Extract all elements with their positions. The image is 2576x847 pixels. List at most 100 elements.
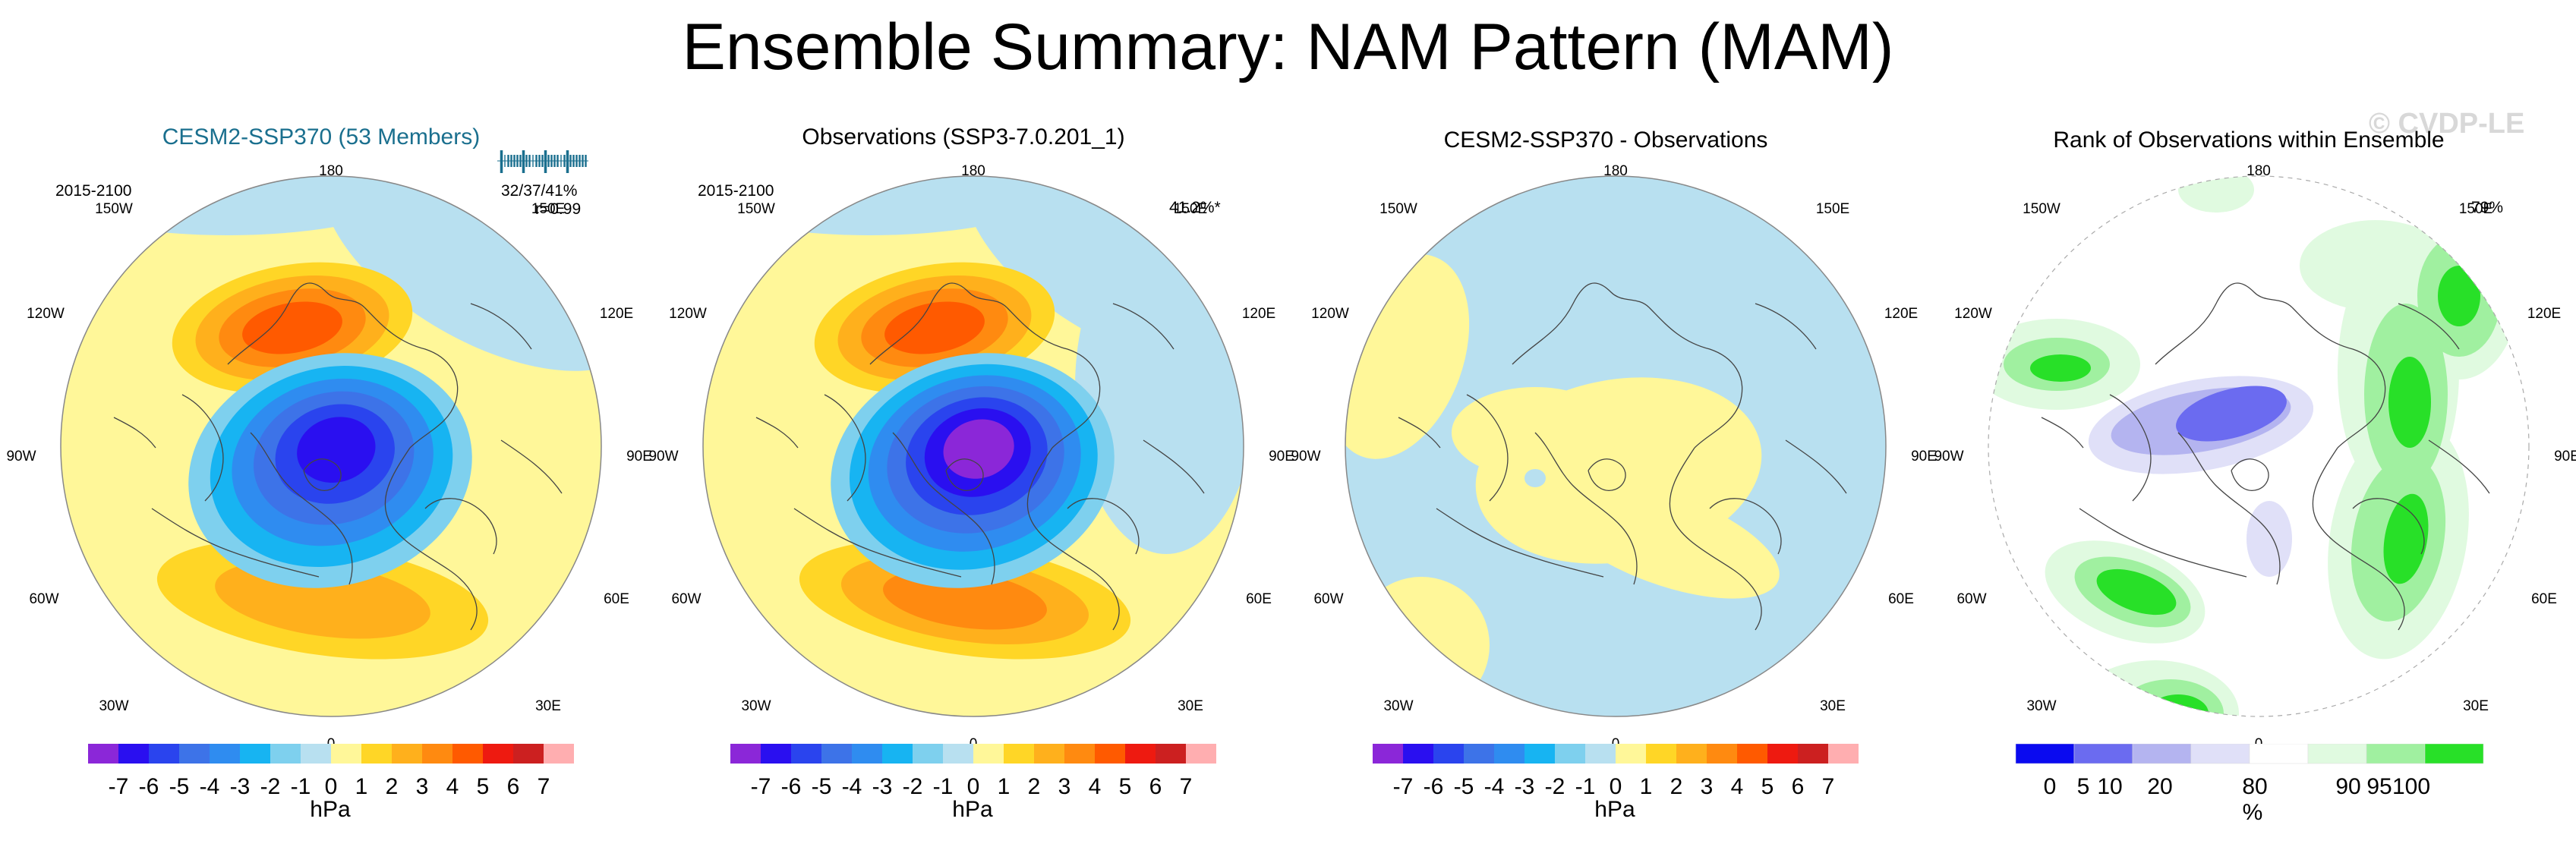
- colorbar-swatch: [361, 744, 392, 764]
- explained-variance: 41.2%*: [1169, 199, 1221, 216]
- coastline: [303, 458, 342, 491]
- colorbar-tick-label: -5: [1453, 774, 1474, 799]
- polar-low-contour: [943, 419, 1014, 479]
- longitude-label: 180: [961, 163, 985, 179]
- longitude-label: 30E: [1820, 698, 1846, 714]
- colorbar-swatch: [1464, 744, 1494, 764]
- colorbar-tick-label: 1: [997, 774, 1011, 799]
- map-border: [60, 175, 602, 717]
- colorbar-swatch: [882, 744, 913, 764]
- colorbar-swatch: [1433, 744, 1464, 764]
- coastline: [2398, 303, 2460, 350]
- longitude-label: 60E: [1246, 591, 1272, 607]
- panel-title: Observations (SSP3-7.0.201_1): [802, 124, 1125, 150]
- colorbar-swatch: [973, 744, 1004, 764]
- colorbar-swatch: [1798, 744, 1828, 764]
- rank-high-region: [2148, 694, 2209, 716]
- coastline: [1143, 439, 1205, 494]
- longitude-label: 60W: [1313, 591, 1344, 607]
- colorbar: [730, 744, 1216, 764]
- colorbar-tick-label: 2: [385, 774, 399, 799]
- colorbar-swatch: [483, 744, 513, 764]
- coastline: [892, 432, 995, 585]
- colorbar-tick-label: -6: [1423, 774, 1444, 799]
- colorbar: [1373, 744, 1859, 764]
- colorbar-swatch: [544, 744, 574, 764]
- colorbar-tick-label: 1: [355, 774, 368, 799]
- colorbar-swatch: [513, 744, 544, 764]
- colorbar-swatch: [913, 744, 943, 764]
- longitude-label: 150E: [1815, 201, 1850, 217]
- colorbar: [2015, 744, 2484, 764]
- coastline: [364, 307, 459, 449]
- colorbar-tick-label: -2: [1544, 774, 1565, 799]
- coastline: [2109, 394, 2152, 502]
- colorbar-swatch: [1707, 744, 1737, 764]
- coastline: [2041, 417, 2084, 449]
- longitude-label: 60W: [29, 591, 59, 607]
- coastline: [227, 282, 365, 365]
- colorbar-units: hPa: [310, 797, 351, 822]
- colorbar-swatch: [1616, 744, 1646, 764]
- colorbar-swatch: [2366, 744, 2426, 764]
- colorbar-swatch: [1095, 744, 1125, 764]
- colorbar-swatch: [1034, 744, 1064, 764]
- longitude-label: 30E: [1178, 698, 1203, 714]
- coastline: [824, 394, 866, 502]
- coastline: [1785, 439, 1847, 494]
- rank-high-region: [2300, 220, 2451, 311]
- colorbar-tick-label: -3: [872, 774, 893, 799]
- colorbar-swatch: [1186, 744, 1216, 764]
- longitude-label: 120E: [2527, 306, 2562, 322]
- colorbar-tick-label: -1: [932, 774, 954, 799]
- longitude-label: 60W: [1956, 591, 1987, 607]
- stats-line-2: r=0.99: [535, 200, 582, 218]
- longitude-label: 60E: [604, 591, 629, 607]
- longitude-label: 150W: [95, 201, 133, 217]
- colorbar-swatch: [1676, 744, 1707, 764]
- coastline: [2231, 458, 2269, 491]
- colorbar-tick-label: 7: [1179, 774, 1193, 799]
- longitude-label: 30W: [99, 698, 129, 714]
- colorbar-swatch: [2424, 744, 2484, 764]
- coastline: [793, 508, 962, 578]
- longitude-label: 180: [319, 163, 343, 179]
- colorbar-tick-label: 5: [1761, 774, 1774, 799]
- colorbar-tick-label: 6: [1149, 774, 1162, 799]
- colorbar-tick-label: -2: [260, 774, 281, 799]
- colorbar-swatch: [1828, 744, 1859, 764]
- colorbar-swatch: [1646, 744, 1676, 764]
- coastline: [151, 508, 320, 578]
- coastline: [1588, 458, 1626, 491]
- longitude-label: 120W: [1954, 306, 1992, 322]
- period-label: 2015-2100: [698, 182, 774, 200]
- coastline: [2291, 307, 2386, 449]
- pacific-high-contour: [242, 301, 342, 354]
- colorbar-swatch: [179, 744, 210, 764]
- colorbar-tick-label: 80: [2242, 774, 2268, 799]
- rank-high-region: [2388, 357, 2431, 448]
- coastline: [2312, 447, 2405, 631]
- colorbar-units: hPa: [1594, 797, 1635, 822]
- map-field: [61, 176, 601, 716]
- coastline: [500, 439, 563, 494]
- panel-title: Rank of Observations within Ensemble: [2053, 128, 2445, 153]
- colorbar-swatch: [452, 744, 483, 764]
- colorbar-swatch: [1524, 744, 1555, 764]
- longitude-label: 120E: [599, 306, 634, 322]
- colorbar-tick-label: 4: [1730, 774, 1744, 799]
- colorbar-tick-label: 20: [2147, 774, 2173, 799]
- colorbar-swatch: [1064, 744, 1095, 764]
- colorbar-swatch: [1767, 744, 1798, 764]
- rank-low-region: [2176, 386, 2287, 442]
- longitude-label: 60E: [1888, 591, 1914, 607]
- colorbar-tick-label: 0: [2043, 774, 2057, 799]
- longitude-label: 90W: [1934, 449, 1964, 464]
- colorbar-tick-label: 7: [1821, 774, 1835, 799]
- coastline: [181, 394, 224, 502]
- colorbar-tick-label: -1: [290, 774, 311, 799]
- map-border: [702, 175, 1244, 717]
- coastline: [2155, 282, 2293, 365]
- polar-map: [702, 175, 1244, 717]
- colorbar-tick-label: 10: [2097, 774, 2123, 799]
